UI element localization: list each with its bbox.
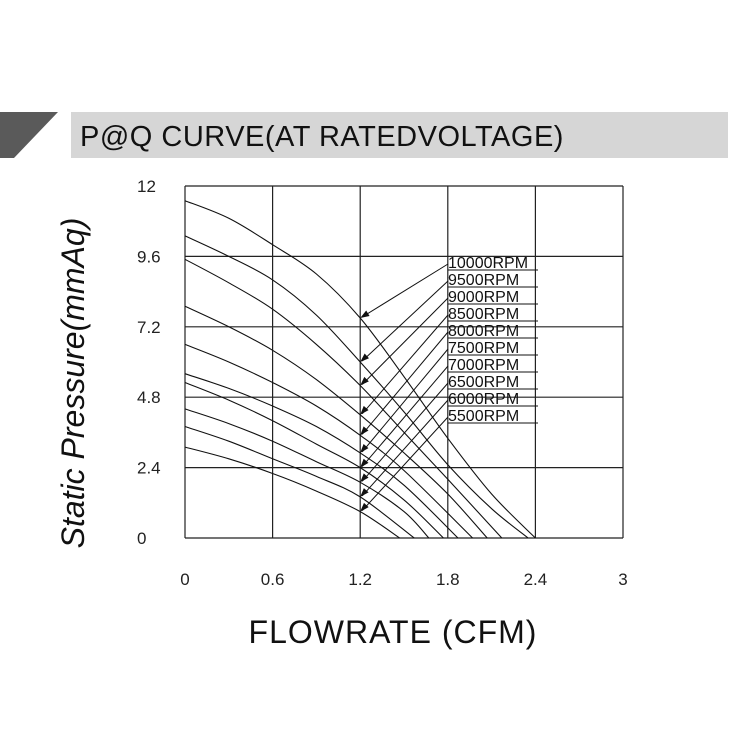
legend-arrowhead: [360, 443, 369, 453]
curve-9500rpm: [184, 235, 529, 539]
chart-title: P@Q CURVE(AT RATEDVOLTAGE): [80, 121, 564, 153]
legend-leader-line: [361, 382, 449, 482]
y-tick-label: 7.2: [137, 318, 161, 337]
legend-arrowhead: [360, 310, 370, 318]
legend-arrowhead: [360, 405, 369, 415]
banner-band: [71, 112, 728, 158]
legend-leaders: [360, 263, 449, 512]
x-axis-label: FLOWRATE (CFM): [249, 614, 538, 650]
axis-ticks: 12 9.6 7.2 4.8 2.4 0 0 0.6 1.2 1.8 2.4 3: [137, 177, 628, 589]
legend-leader-line: [361, 348, 449, 453]
legend-leader-line: [361, 365, 449, 467]
y-tick-label: 2.4: [137, 459, 161, 478]
legend-arrowhead: [360, 488, 369, 497]
y-axis-label: Static Pressure(mmAq): [55, 218, 91, 549]
y-tick-label: 9.6: [137, 247, 161, 266]
x-tick-label: 1.8: [436, 570, 460, 589]
legend-leader-line: [361, 314, 449, 415]
y-tick-label: 0: [137, 529, 146, 548]
legend-label: 6500RPM: [448, 374, 519, 391]
legend-label: 10000RPM: [448, 255, 528, 272]
x-tick-label: 0.6: [261, 570, 285, 589]
legend-label: 9000RPM: [448, 289, 519, 306]
legend-label: 6000RPM: [448, 391, 519, 408]
legend-leader-line: [361, 416, 449, 511]
curve-9000rpm: [184, 258, 503, 539]
curve-5500rpm: [184, 446, 400, 539]
x-tick-label: 2.4: [524, 570, 548, 589]
curves: [184, 200, 536, 539]
legend-arrowhead: [360, 426, 369, 436]
legend-leader-line: [361, 399, 449, 497]
legend-arrowhead: [360, 502, 369, 512]
legend-arrowhead: [360, 376, 369, 386]
legend-arrowhead: [360, 473, 369, 483]
curve-6000rpm: [184, 425, 415, 539]
legend-label: 5500RPM: [448, 408, 519, 425]
legend-arrowhead: [360, 353, 369, 362]
legend-leader-line: [361, 331, 449, 435]
legend-label: 9500RPM: [448, 272, 519, 289]
x-tick-label: 3: [618, 570, 627, 589]
x-tick-label: 1.2: [348, 570, 372, 589]
curve-10000rpm: [184, 200, 536, 539]
banner-dark-corner: [0, 112, 58, 158]
legend: 10000RPM9500RPM9000RPM8500RPM8000RPM7500…: [448, 255, 538, 425]
legend-leader-line: [361, 263, 449, 318]
curve-7000rpm: [184, 381, 444, 539]
y-tick-label: 12: [137, 177, 156, 196]
y-tick-label: 4.8: [137, 388, 161, 407]
legend-label: 7000RPM: [448, 357, 519, 374]
legend-leader-line: [361, 280, 449, 362]
curve-8000rpm: [184, 343, 473, 539]
title-banner: P@Q CURVE(AT RATEDVOLTAGE): [0, 112, 728, 158]
legend-label: 8000RPM: [448, 323, 519, 340]
curve-8500rpm: [184, 305, 488, 539]
x-tick-label: 0: [180, 570, 189, 589]
curve-6500rpm: [184, 408, 430, 539]
legend-label: 8500RPM: [448, 306, 519, 323]
legend-leader-line: [361, 297, 449, 385]
legend-label: 7500RPM: [448, 340, 519, 357]
curve-7500rpm: [184, 373, 459, 539]
legend-arrowhead: [360, 458, 369, 468]
